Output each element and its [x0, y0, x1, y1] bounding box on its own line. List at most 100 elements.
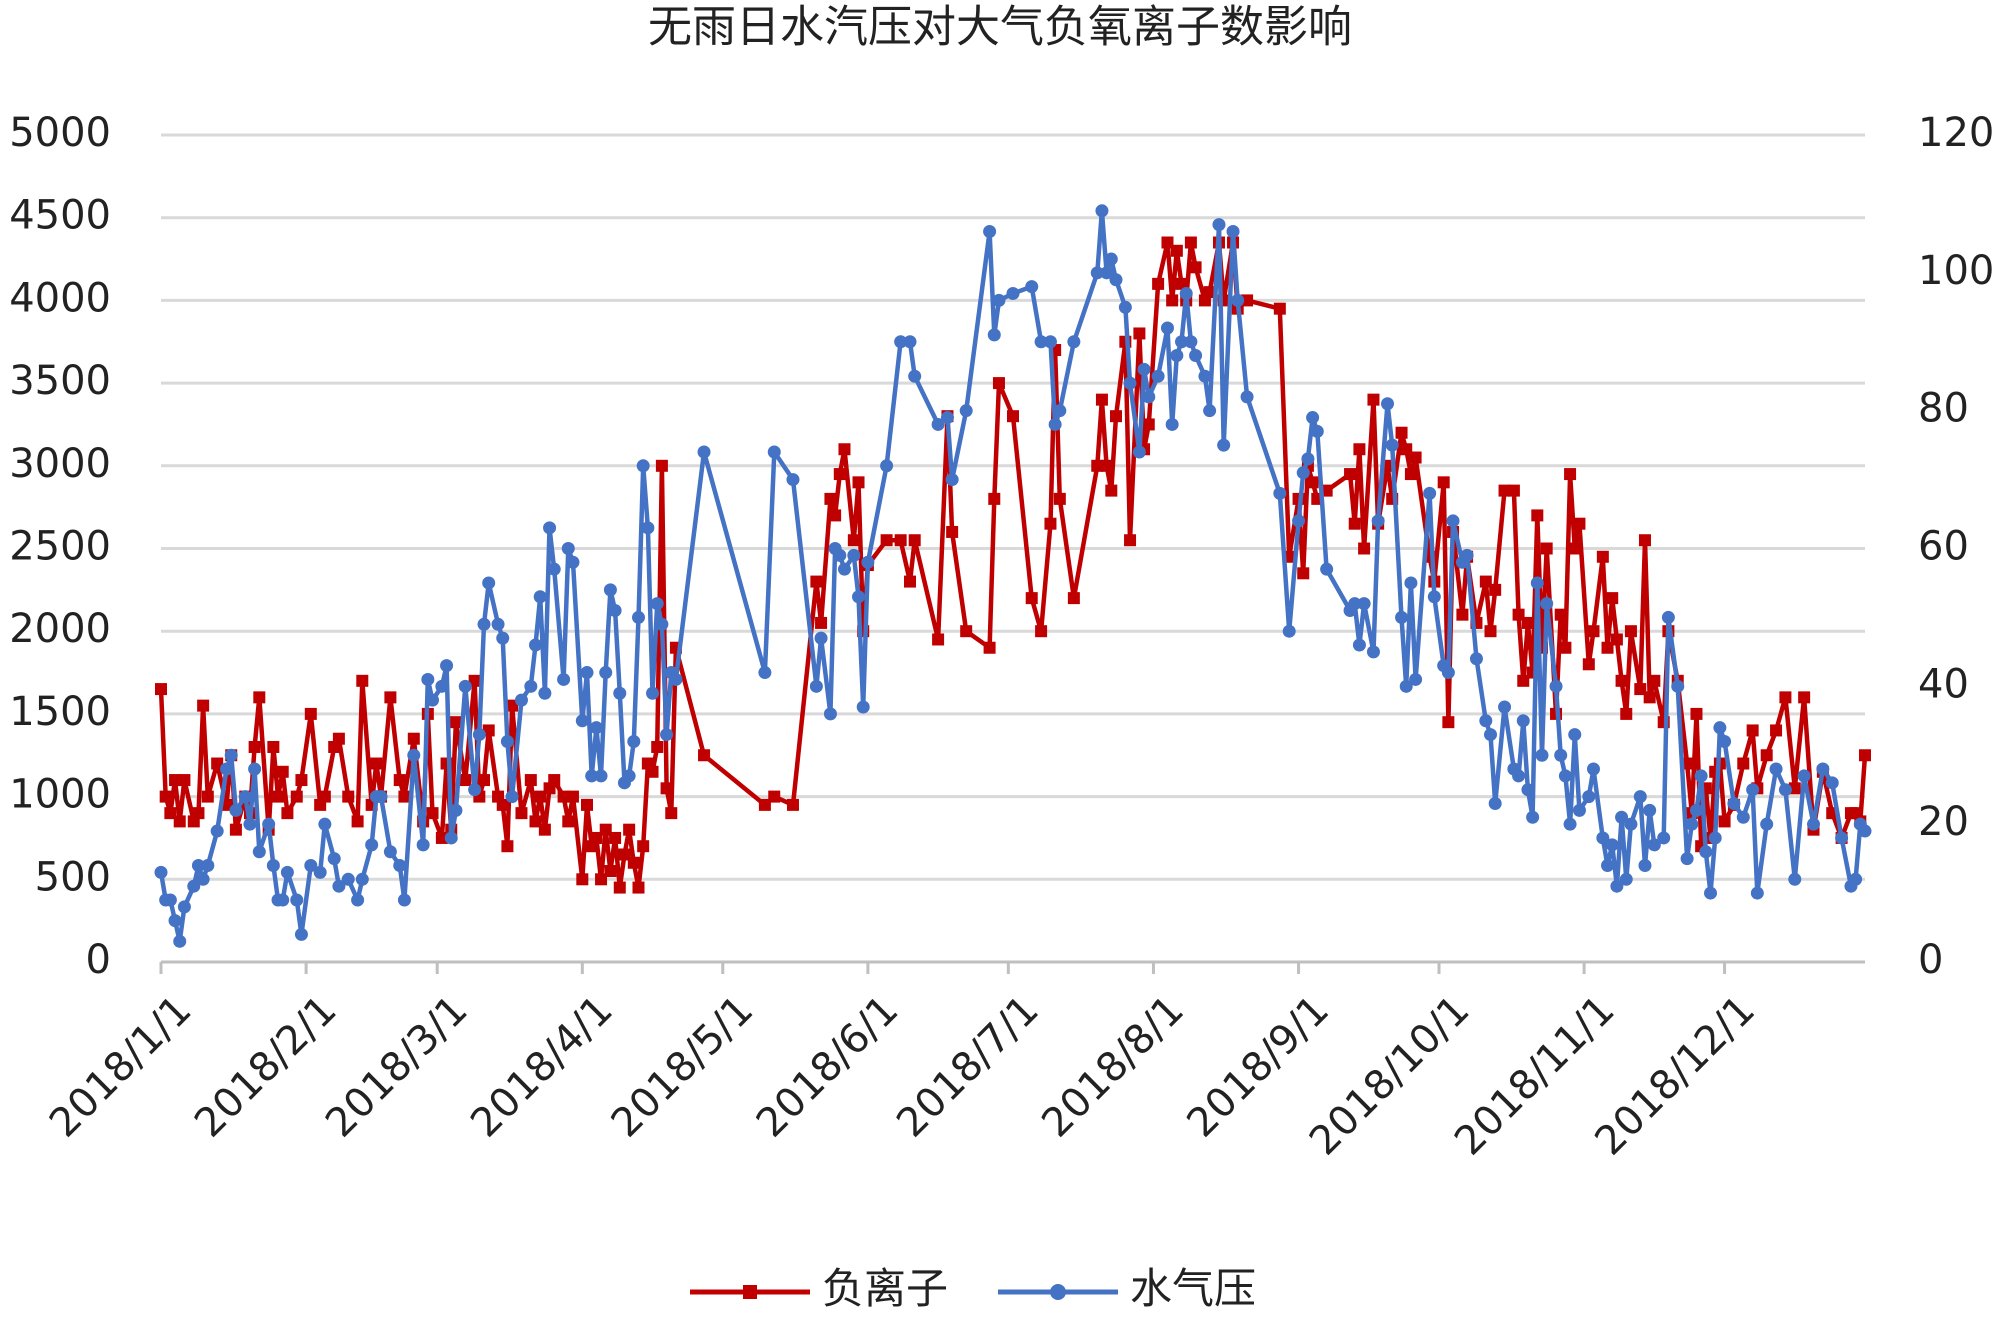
point-marker	[163, 893, 177, 907]
point-marker	[318, 790, 331, 803]
point-marker	[1704, 886, 1718, 900]
point-marker	[1620, 707, 1633, 720]
y-tick-label: 2000	[9, 606, 111, 652]
point-marker	[1779, 691, 1792, 704]
point-marker	[1231, 293, 1245, 307]
point-marker	[946, 525, 959, 538]
point-marker	[660, 728, 674, 742]
point-marker	[1601, 641, 1614, 654]
point-marker	[496, 631, 510, 645]
point-marker	[566, 555, 580, 569]
chart-title: 无雨日水汽压对大气负氧离子数影响	[648, 2, 1352, 53]
point-marker	[1750, 886, 1764, 900]
point-marker	[1212, 218, 1226, 232]
point-marker	[1606, 592, 1619, 605]
point-marker	[847, 548, 861, 562]
point-marker	[515, 807, 528, 820]
point-marker	[187, 879, 201, 893]
point-marker	[1469, 652, 1483, 666]
series-line	[158, 208, 1867, 944]
point-marker	[1643, 803, 1657, 817]
point-marker	[758, 666, 772, 680]
point-marker	[1512, 608, 1525, 621]
point-marker	[1184, 335, 1198, 349]
point-marker	[1091, 459, 1104, 472]
point-marker	[1179, 287, 1193, 301]
point-marker	[1007, 410, 1019, 423]
point-marker	[1535, 748, 1549, 762]
point-marker	[524, 679, 538, 693]
point-marker	[1104, 252, 1118, 266]
point-marker	[1166, 294, 1179, 307]
point-marker	[1587, 625, 1600, 638]
point-marker	[561, 542, 575, 555]
point-marker	[435, 831, 448, 844]
point-marker	[562, 815, 575, 828]
point-marker	[449, 803, 463, 817]
point-marker	[566, 790, 579, 803]
point-marker	[627, 856, 640, 869]
point-marker	[608, 604, 622, 618]
point-marker	[416, 838, 430, 852]
point-marker	[987, 328, 1001, 342]
point-marker	[1184, 236, 1197, 249]
point-marker	[1301, 452, 1315, 466]
point-marker	[1619, 872, 1633, 886]
y2-tick-label: 100	[1918, 248, 1994, 294]
point-marker	[1661, 610, 1675, 624]
point-marker	[1170, 349, 1184, 363]
point-marker	[1460, 548, 1474, 562]
point-marker	[1306, 476, 1319, 489]
point-marker	[1568, 542, 1581, 555]
point-marker	[355, 872, 369, 886]
point-marker	[637, 840, 650, 853]
point-marker	[768, 790, 781, 803]
point-marker	[1605, 838, 1619, 852]
point-marker	[1217, 438, 1231, 452]
point-marker	[838, 443, 851, 456]
point-marker	[295, 774, 308, 787]
point-marker	[609, 831, 622, 844]
point-marker	[1559, 641, 1572, 654]
legend-label: 水气压	[1130, 1264, 1256, 1313]
point-marker	[1483, 728, 1497, 742]
point-marker	[1034, 335, 1048, 349]
point-marker	[1035, 625, 1048, 638]
point-marker	[852, 476, 865, 489]
point-marker	[833, 548, 847, 562]
point-marker	[904, 575, 917, 588]
point-marker	[786, 798, 799, 811]
point-marker	[534, 790, 547, 803]
point-marker	[1736, 810, 1750, 824]
point-marker	[1025, 592, 1038, 605]
point-marker	[1718, 734, 1732, 748]
point-marker	[548, 774, 561, 787]
point-marker	[243, 817, 257, 831]
point-marker	[959, 404, 973, 418]
point-marker	[1357, 597, 1371, 611]
point-marker	[1643, 691, 1656, 704]
point-marker	[1400, 443, 1413, 456]
point-marker	[444, 831, 458, 845]
point-marker	[192, 807, 205, 820]
point-marker	[1095, 393, 1108, 406]
point-marker	[758, 798, 771, 811]
point-marker	[1358, 542, 1371, 555]
point-marker	[589, 721, 603, 735]
point-marker	[1395, 610, 1409, 624]
point-marker	[815, 616, 828, 629]
point-marker	[351, 893, 365, 907]
point-marker	[1657, 831, 1671, 845]
point-marker	[370, 757, 383, 770]
point-marker	[272, 790, 285, 803]
point-marker	[365, 838, 379, 852]
point-marker	[627, 734, 641, 748]
point-marker	[407, 732, 420, 745]
point-marker	[829, 509, 842, 522]
point-marker	[585, 769, 599, 783]
point-marker	[1456, 608, 1469, 621]
point-marker	[1137, 362, 1151, 376]
y-tick-label: 2500	[9, 524, 111, 570]
point-marker	[1568, 728, 1582, 742]
point-marker	[1708, 831, 1722, 845]
